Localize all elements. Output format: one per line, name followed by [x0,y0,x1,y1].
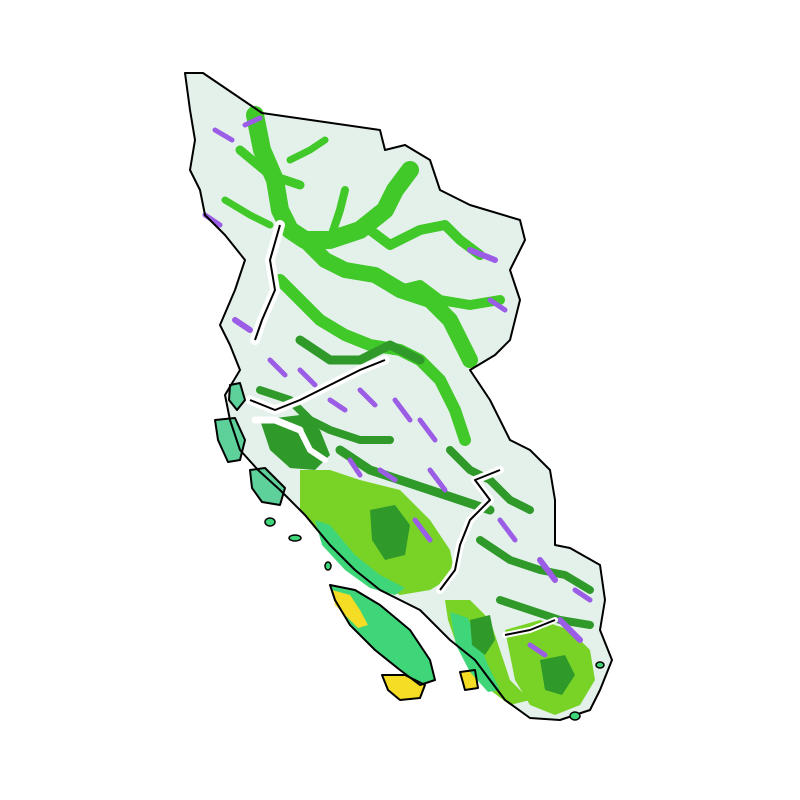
mid-forest-corridors [256,335,594,629]
mid-forest-patch-1 [260,415,330,470]
island-west-a [215,418,245,462]
mid-forest-patch-4 [540,655,575,695]
mid-forest-patch-2 [370,505,410,560]
coastal-strip [315,520,405,595]
coast-outline [184,72,613,721]
subalpine-patches [202,115,593,658]
coastal-strip-south [450,612,500,692]
upper-forest-valleys [221,106,505,446]
island-dune-north [332,590,368,628]
mid-forest-patch-3 [470,615,495,655]
islets [264,517,605,721]
